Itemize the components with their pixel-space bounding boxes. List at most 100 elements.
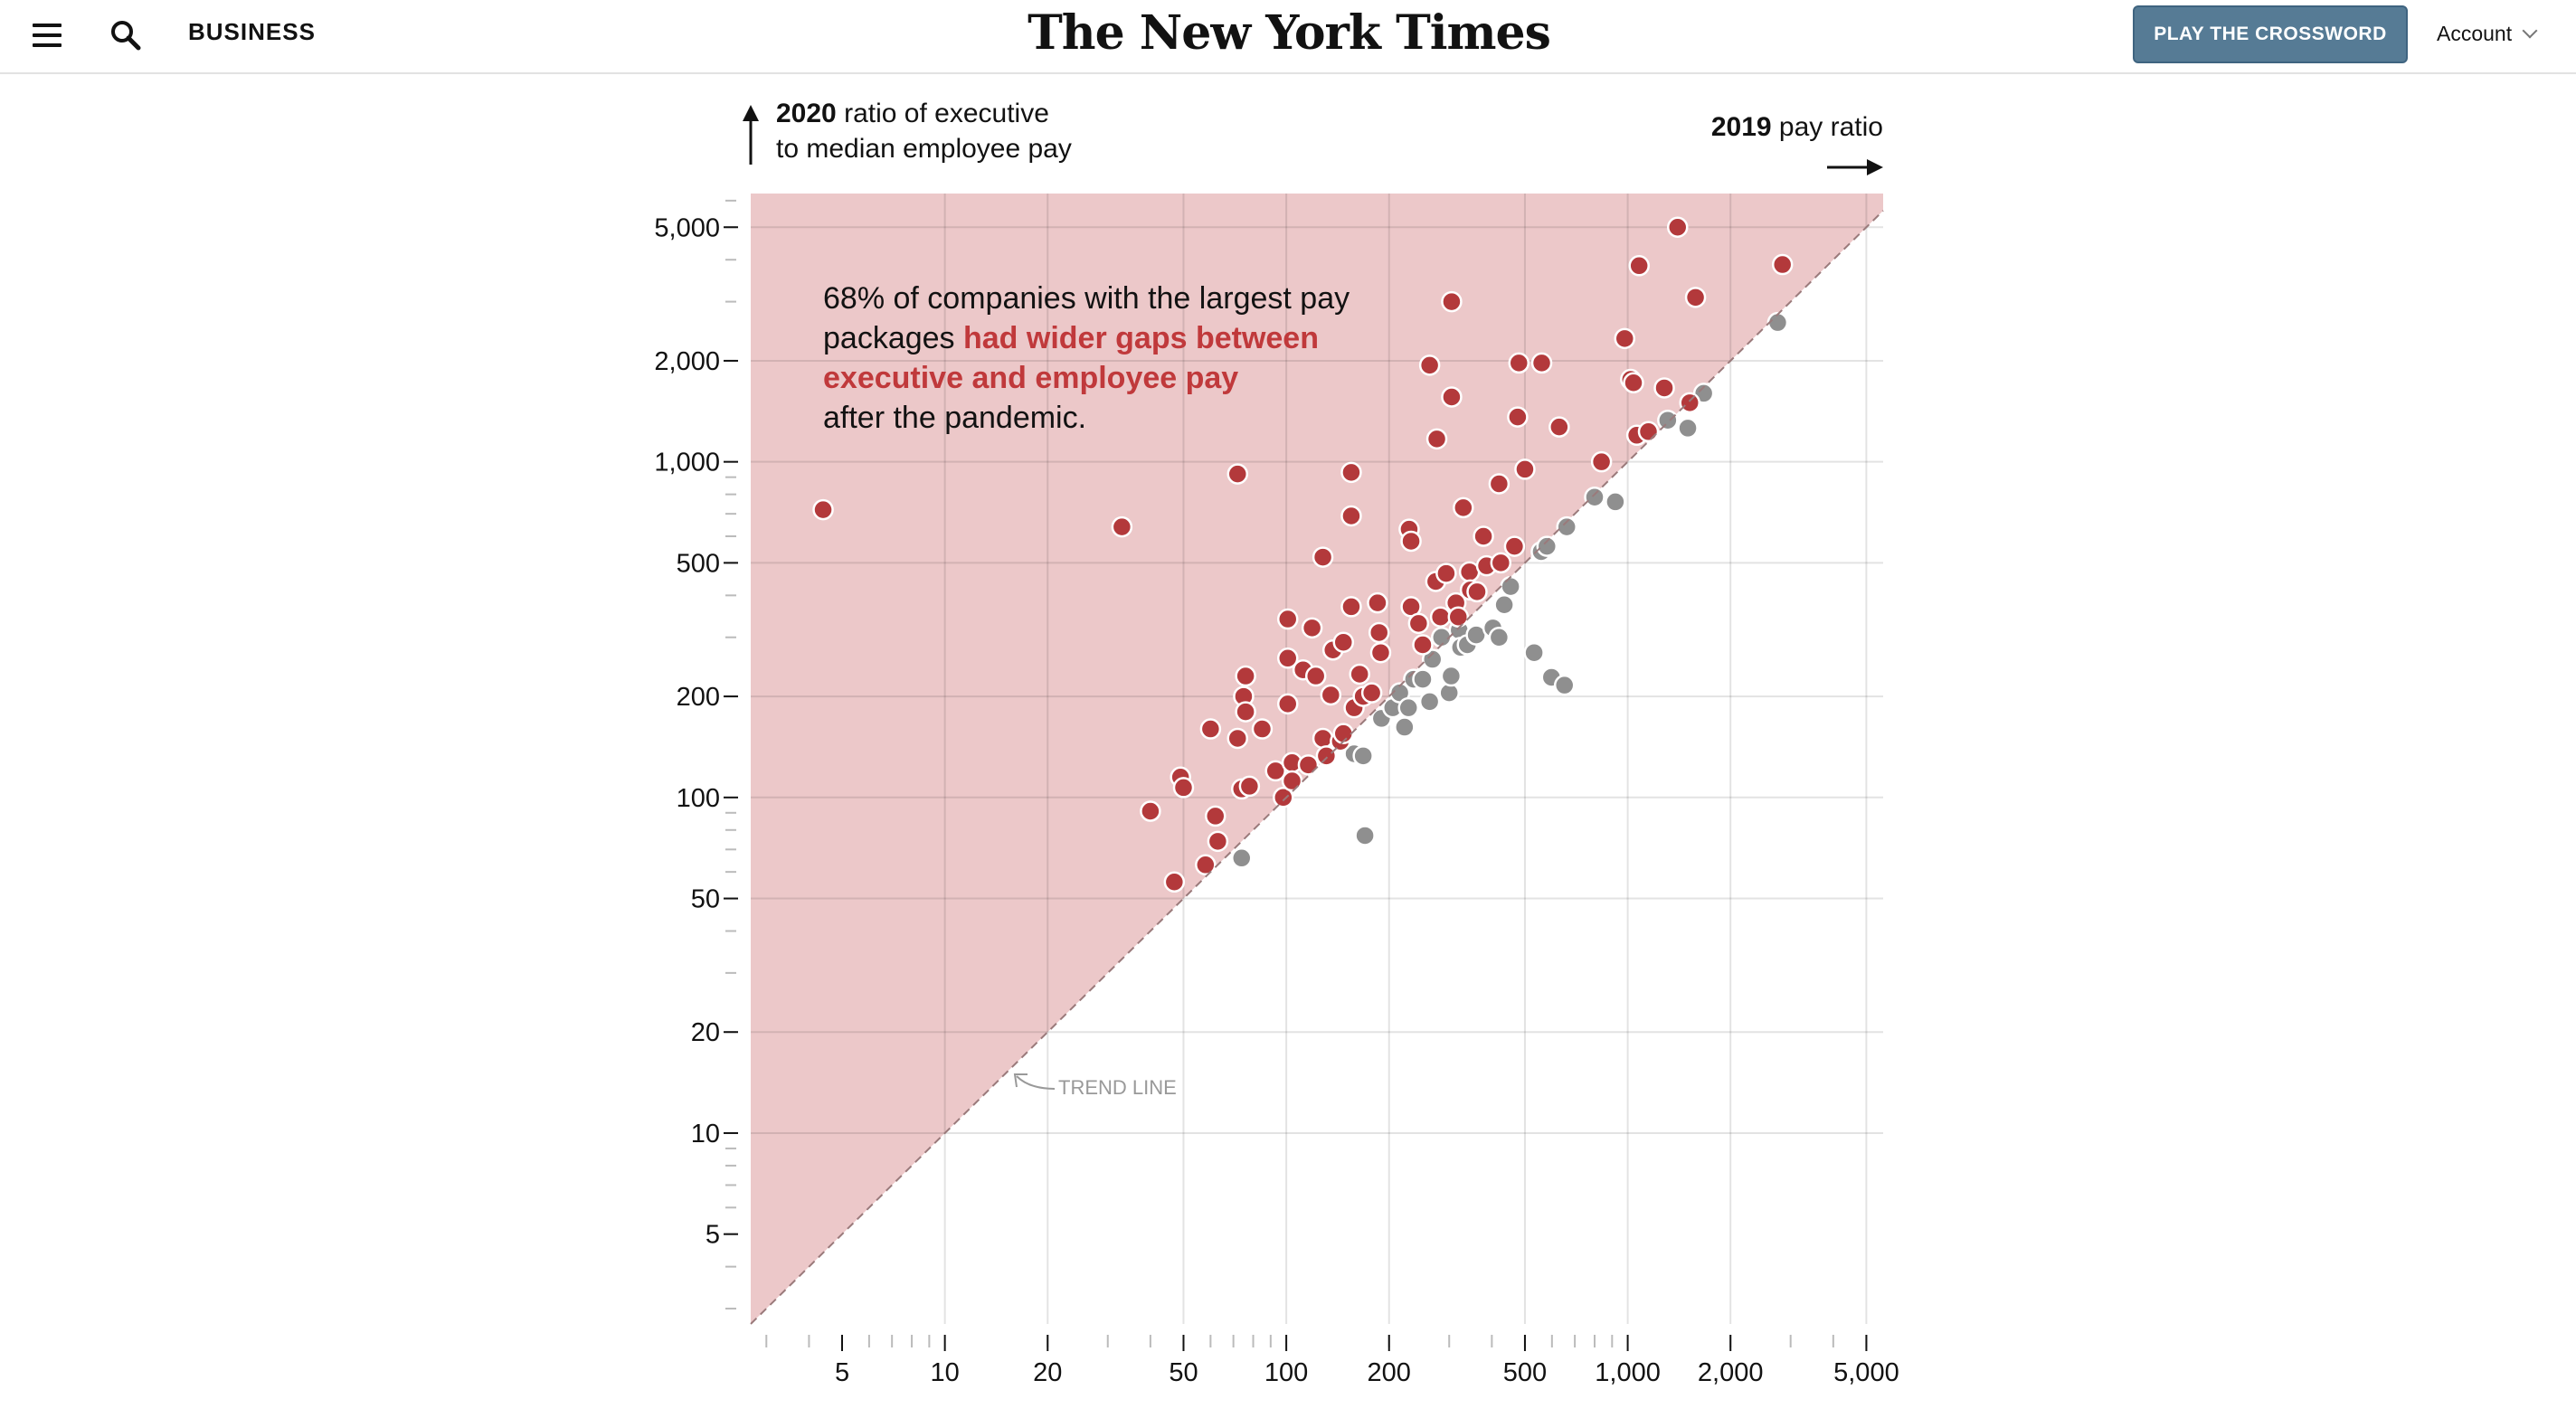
wider-gap-point [1273, 787, 1294, 808]
x-axis-title: 2019 pay ratio [1628, 112, 1883, 143]
x-tick-label: 5,000 [1833, 1358, 1899, 1387]
wider-gap-point [1637, 421, 1660, 443]
trend-line [750, 210, 1884, 1325]
wider-gap-point [1407, 612, 1430, 635]
narrower-gap-point [1421, 648, 1444, 670]
search-icon[interactable] [109, 18, 143, 52]
wider-gap-point [1315, 745, 1338, 767]
wider-gap-point [812, 498, 834, 521]
x-tick-label: 100 [1264, 1358, 1308, 1387]
wider-gap-point [1508, 352, 1530, 374]
site-header: BUSINESS The New York Times PLAY THE CRO… [0, 0, 2576, 74]
play-crossword-button[interactable]: PLAY THE CROSSWORD [2133, 5, 2408, 63]
wider-gap-point [1332, 723, 1355, 744]
x-tick-label: 1,000 [1595, 1358, 1661, 1387]
y-axis-title: 2020 ratio of executive to median employ… [776, 96, 1072, 166]
x-axis-title-year: 2019 [1710, 112, 1772, 142]
wider-gap-point [1340, 505, 1362, 527]
narrower-gap-point [1523, 641, 1545, 664]
wider-gap-point [1369, 641, 1392, 664]
nyt-logo[interactable]: The New York Times [1028, 5, 1551, 61]
y-tick-label: 10 [691, 1120, 720, 1149]
y-tick-label: 1,000 [654, 449, 720, 477]
x-tick-label: 10 [931, 1358, 960, 1387]
narrower-gap-point [1397, 696, 1419, 719]
wider-gap-point [1653, 377, 1675, 399]
wider-gap-point [1412, 634, 1434, 656]
x-tick-label: 2,000 [1698, 1358, 1764, 1387]
wider-gap-point [1466, 581, 1488, 603]
annotation-line-2-plain: packages [823, 321, 963, 355]
wider-gap-point [1320, 684, 1342, 706]
narrower-gap-point [1354, 825, 1376, 846]
wider-gap-point [1111, 515, 1133, 538]
trend-pointer [1016, 1075, 1056, 1090]
wider-gap-point [1435, 562, 1457, 584]
wider-gap-point [1503, 535, 1526, 557]
narrower-gap-point [1500, 575, 1521, 598]
narrower-gap-point [1493, 594, 1515, 616]
wider-gap-point [1360, 682, 1383, 704]
narrower-gap-point [1677, 417, 1699, 440]
wider-gap-point [1447, 606, 1470, 628]
x-axis-title-text: pay ratio [1778, 112, 1883, 142]
wider-gap-point [1418, 354, 1441, 376]
narrower-gap-point [1418, 691, 1441, 713]
wider-gap-point [1349, 663, 1370, 685]
section-link-business[interactable]: BUSINESS [188, 18, 316, 45]
narrower-gap-point [1231, 847, 1253, 869]
wider-gap-point [1195, 854, 1217, 876]
wider-gap-point [1251, 718, 1274, 740]
narrower-gap-point [1440, 665, 1463, 687]
wider-gap-point [1140, 800, 1161, 822]
wider-gap-point [1304, 665, 1327, 687]
x-tick-label: 50 [1169, 1358, 1198, 1387]
wider-gap-point [1679, 392, 1700, 414]
wider-gap-point [1771, 253, 1794, 276]
narrower-gap-point [1488, 626, 1511, 648]
annotation-line-4: after the pandemic. [823, 401, 1087, 435]
hamburger-menu-icon[interactable] [33, 24, 62, 47]
wider-gap-point [1235, 701, 1256, 723]
wider-gap-point [1623, 372, 1644, 394]
narrower-gap-point [1605, 491, 1626, 513]
narrower-gap-point [1352, 745, 1374, 767]
wider-gap-point [1340, 461, 1362, 484]
account-menu-button[interactable]: Account [2437, 22, 2538, 46]
trend-line-label: TREND LINE [1058, 1076, 1177, 1099]
wider-gap-point [1548, 416, 1570, 438]
wider-gap-point [1235, 665, 1256, 687]
wider-gap-point [1312, 546, 1334, 568]
wider-gap-point [1666, 216, 1689, 239]
wider-gap-point [1163, 871, 1186, 893]
wider-gap-point [1340, 596, 1362, 618]
narrower-gap-point [1394, 716, 1416, 738]
wider-gap-point [1628, 255, 1650, 277]
y-axis-title-line1: ratio of executive [844, 99, 1049, 128]
wider-gap-point [1276, 608, 1299, 630]
right-arrow-icon [1867, 159, 1883, 175]
wider-gap-point [1226, 463, 1249, 485]
y-tick-label: 100 [677, 784, 720, 813]
annotation-highlight-1: had wider gaps between [963, 321, 1319, 355]
y-tick-label: 50 [691, 885, 720, 914]
x-tick-label: 200 [1368, 1358, 1411, 1387]
wider-gap-point [1207, 830, 1229, 853]
narrower-gap-point [1431, 626, 1453, 648]
wider-gap-point [1367, 591, 1388, 614]
arrow-pointer-icon [1013, 1073, 1028, 1088]
narrower-gap-point [1584, 486, 1605, 508]
account-label: Account [2437, 22, 2513, 45]
narrower-gap-point [1556, 515, 1577, 538]
y-axis-title-line2: to median employee pay [776, 134, 1072, 164]
narrower-gap-point [1657, 409, 1679, 431]
wider-gap-point [1429, 606, 1452, 628]
wider-gap-point [1507, 406, 1529, 428]
wider-gap-point [1276, 693, 1299, 715]
narrower-gap-point [1553, 674, 1576, 696]
y-tick-label: 200 [677, 683, 720, 712]
y-axis-title-year: 2020 [776, 99, 837, 128]
annotation-highlight-2: executive and employee pay [823, 361, 1239, 395]
wider-gap-point [1684, 287, 1707, 308]
